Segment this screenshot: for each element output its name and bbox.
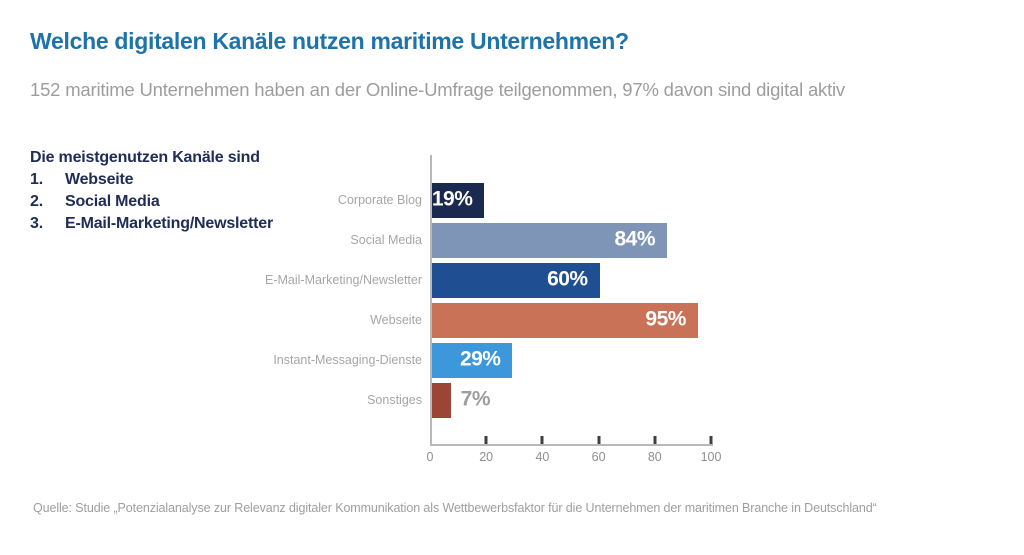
key-findings: Die meistgenutzen Kanäle sind 1. Webseit… [30,147,273,235]
value-label: 29% [459,347,501,371]
x-tick-mark [540,436,544,444]
key-findings-list: 1. Webseite 2. Social Media 3. E-Mail-Ma… [30,169,273,235]
key-findings-label: Social Media [65,193,160,210]
bar: 29% [431,342,513,378]
key-findings-item: 3. E-Mail-Marketing/Newsletter [30,213,273,235]
x-tick-label: 100 [700,450,722,464]
page-subtitle: 152 maritime Unternehmen haben an der On… [30,79,845,100]
key-findings-label: Webseite [65,171,134,188]
value-label: 60% [547,267,588,291]
bar: 19% [431,182,485,218]
bar: 60% [431,262,600,298]
bar-track: 19% [431,182,712,218]
bar-row: E-Mail-Marketing/Newsletter 60% [229,260,712,300]
bar-rows: Corporate Blog 19% Social Media 84% E-Mail-M… [229,180,712,420]
x-tick-mark [653,436,657,444]
x-tick-label: 40 [535,450,550,464]
source-note: Quelle: Studie „Potenzialanalyse zur Rel… [33,501,877,515]
bar-track: 60% [431,262,712,298]
bar-track: 84% [431,222,712,258]
x-axis-line [430,444,713,446]
bar: 7% [431,382,491,418]
key-findings-rank: 2. [30,193,43,210]
bar-row: Social Media 84% [229,220,712,260]
bar-track: 7% [431,382,712,418]
category-label: Instant-Messaging-Dienste [273,353,422,367]
x-tick-label: 80 [647,450,662,464]
value-label: 19% [431,187,473,211]
x-axis-ticks: 0 20 40 60 80 100 [426,436,721,466]
value-label: 7% [460,387,491,411]
key-findings-item: 1. Webseite [30,169,273,191]
bar-track: 29% [431,342,712,378]
x-tick-mark [709,436,713,444]
key-findings-rank: 1. [30,171,43,188]
bar: 84% [431,222,668,258]
bar-row: Corporate Blog 19% [229,180,712,220]
bar: 95% [431,302,698,338]
key-findings-item: 2. Social Media [30,191,273,213]
category-label: Corporate Blog [337,193,422,207]
x-tick-label: 0 [426,450,434,464]
x-tick-label: 20 [479,450,494,464]
category-label: Webseite [370,313,422,327]
category-label: Sonstiges [367,393,422,407]
x-tick-mark [597,436,601,444]
key-findings-label: E-Mail-Marketing/Newsletter [65,215,273,232]
category-label: Social Media [350,233,422,247]
page-title: Welche digitalen Kanäle nutzen maritime … [30,28,629,54]
value-label: 84% [614,227,656,251]
key-findings-heading: Die meistgenutzen Kanäle sind [30,149,260,166]
y-axis-line [430,155,432,446]
value-label: 95% [645,307,686,331]
x-tick-mark [484,436,488,444]
category-label: E-Mail-Marketing/Newsletter [265,273,422,287]
bar-row: Instant-Messaging-Dienste 29% [229,340,712,380]
key-findings-rank: 3. [30,215,43,232]
bar-row: Sonstiges 7% [229,380,712,420]
bar-row: Webseite 95% [229,300,712,340]
bar-track: 95% [431,302,712,338]
x-tick-label: 60 [591,450,606,464]
